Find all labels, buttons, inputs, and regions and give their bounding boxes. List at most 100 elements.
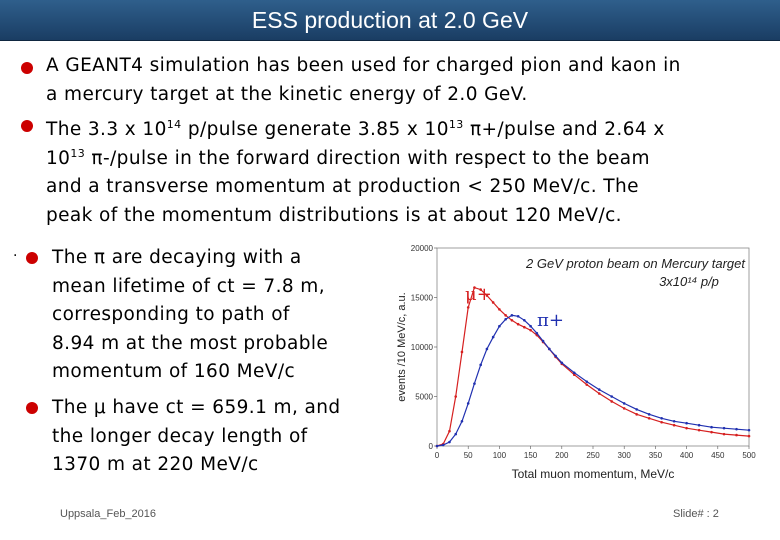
data-point <box>510 314 514 317</box>
data-point <box>541 339 545 343</box>
data-point <box>448 429 451 433</box>
text-run: The 3.3 x 10 <box>46 119 167 140</box>
muon-momentum-chart: 0 50 100 150 200 250 300 350 400 450 5000500010000… <box>396 244 756 481</box>
y-tick-label: 15000 <box>411 294 434 303</box>
series-line-pion <box>436 314 750 447</box>
data-point <box>710 425 713 429</box>
bullet-3-line-1: The π are decaying with a <box>52 247 302 268</box>
data-point <box>491 335 495 339</box>
x-tick-label: 50 <box>464 451 473 460</box>
bullet-marker <box>21 62 33 74</box>
x-tick-label: 500 <box>742 451 756 460</box>
bullet-4: The μ have ct = 659.1 m, and the longer … <box>52 394 341 480</box>
bullet-2: The 3.3 x 1014 p/pulse generate 3.85 x 1… <box>46 116 665 230</box>
data-point <box>597 392 601 395</box>
data-point <box>479 363 482 367</box>
data-point <box>635 413 638 416</box>
y-tick-label: 0 <box>429 442 434 451</box>
data-point <box>466 402 470 405</box>
data-point <box>498 308 501 311</box>
data-point <box>572 373 576 377</box>
data-point <box>635 408 638 411</box>
bullet-2-line-1: The 3.3 x 1014 p/pulse generate 3.85 x 1… <box>46 116 665 145</box>
data-point <box>491 301 495 304</box>
data-point <box>516 322 520 326</box>
data-point <box>485 347 489 351</box>
x-tick-label: 300 <box>618 451 632 460</box>
exponent: 13 <box>70 146 86 160</box>
bullet-3: The π are decaying with a mean lifetime … <box>52 244 328 387</box>
data-point <box>610 395 614 398</box>
data-point <box>622 407 626 410</box>
bullet-1-line-2: a mercury target at the kinetic energy o… <box>46 83 528 105</box>
data-point <box>747 428 751 432</box>
series-label-pion: π+ <box>537 310 564 331</box>
stray-dot: · <box>13 248 18 264</box>
data-point <box>441 443 445 447</box>
chart-subtitle: 3x10¹⁴ p/p <box>659 274 719 289</box>
text-run: π-/pulse in the forward direction with r… <box>85 147 650 169</box>
data-point <box>660 416 663 420</box>
x-tick-label: 0 <box>435 451 440 460</box>
data-point <box>548 347 551 351</box>
data-point <box>697 423 701 427</box>
bullet-3-line-2: mean lifetime of ct = 7.8 m, <box>52 275 326 297</box>
x-tick-label: 450 <box>711 451 725 460</box>
y-tick-label: 10000 <box>411 343 434 352</box>
chart-title: 2 GeV proton beam on Mercury target <box>525 256 746 271</box>
bullet-1-line-1: A GEANT4 simulation has been used for ch… <box>46 55 681 76</box>
bullet-4-line-2: the longer decay length of <box>52 425 308 447</box>
bullet-3-line-4: 8.94 m at the most probable <box>52 332 329 354</box>
data-point <box>597 388 601 391</box>
data-point <box>735 427 738 431</box>
exponent: 13 <box>448 118 464 131</box>
data-point <box>585 380 589 383</box>
data-point <box>685 421 688 425</box>
data-point <box>647 416 651 420</box>
data-point <box>747 434 751 438</box>
data-point <box>647 413 651 416</box>
data-point <box>454 432 458 436</box>
data-point <box>448 440 451 444</box>
bullet-3-line-3: corresponding to path of <box>52 304 290 325</box>
x-tick-label: 350 <box>649 451 663 460</box>
y-tick-label: 20000 <box>411 244 434 253</box>
data-point <box>722 426 726 430</box>
data-point <box>460 419 464 423</box>
bullet-2-line-4: peak of the momentum distributions is at… <box>46 204 622 226</box>
bullet-marker <box>21 120 33 132</box>
data-point <box>473 286 476 289</box>
exponent: 14 <box>166 118 182 131</box>
footer-right: Slide# : 2 <box>673 508 719 520</box>
data-point <box>710 430 713 434</box>
data-point <box>554 354 557 358</box>
data-point <box>529 328 532 332</box>
bullet-2-line-2: 1013 π-/pulse in the forward direction w… <box>46 145 665 174</box>
data-point <box>685 426 688 430</box>
data-point <box>697 428 701 432</box>
data-point <box>479 288 482 291</box>
data-point <box>672 419 676 423</box>
data-point <box>535 331 539 335</box>
x-axis-label: Total muon momentum, MeV/c <box>512 467 675 481</box>
bullet-marker <box>26 252 38 264</box>
x-tick-label: 100 <box>493 451 507 460</box>
data-point <box>523 318 526 322</box>
data-point <box>560 361 564 365</box>
data-point <box>585 383 589 386</box>
data-point <box>523 325 526 329</box>
plot-frame <box>436 247 750 447</box>
footer-left: Uppsala_Feb_2016 <box>60 508 157 520</box>
bullet-4-line-1: The μ have ct = 659.1 m, and <box>52 397 341 418</box>
data-point <box>529 324 532 328</box>
data-point <box>722 432 726 436</box>
x-tick-label: 250 <box>586 451 600 460</box>
y-tick-label: 5000 <box>415 393 433 402</box>
data-point <box>660 420 663 424</box>
text-run: p/pulse generate 3.85 x 10 <box>181 119 449 140</box>
data-point <box>516 315 520 318</box>
x-tick-label: 150 <box>524 451 538 460</box>
data-point <box>460 350 464 354</box>
data-point <box>498 324 501 328</box>
x-tick-label: 400 <box>680 451 694 460</box>
